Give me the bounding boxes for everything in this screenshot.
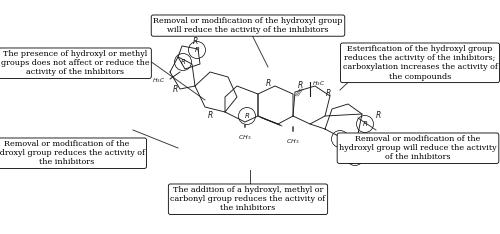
Text: R: R [352, 154, 358, 160]
Text: Removal or modification of the
hydroxyl group will reduce the activity
of the in: Removal or modification of the hydroxyl … [339, 135, 497, 161]
Text: $H_3C$: $H_3C$ [312, 79, 326, 88]
Text: R: R [362, 121, 368, 127]
Text: Esterification of the hydroxyl group
reduces the activity of the inhibitors;
car: Esterification of the hydroxyl group red… [342, 45, 498, 80]
Text: Removal or modification of the
hydroxyl group reduces the activity of
the inhibi: Removal or modification of the hydroxyl … [0, 140, 144, 166]
Text: Removal or modification of the hydroxyl group
will reduce the activity of the in: Removal or modification of the hydroxyl … [153, 17, 343, 34]
Text: $CH_3$: $CH_3$ [238, 133, 252, 142]
Text: $CH_3$: $CH_3$ [286, 137, 300, 146]
Text: R: R [172, 84, 178, 94]
Text: R: R [244, 113, 250, 119]
Text: R: R [208, 111, 212, 121]
Text: The addition of a hydroxyl, methyl or
carbonyl group reduces the activity of
the: The addition of a hydroxyl, methyl or ca… [170, 186, 326, 212]
Text: R: R [266, 80, 270, 88]
Text: R: R [180, 59, 186, 65]
Text: $H_3C$: $H_3C$ [152, 77, 165, 85]
Text: R: R [192, 37, 198, 47]
Text: R: R [338, 136, 342, 142]
Text: R: R [194, 47, 200, 53]
Text: R: R [376, 111, 380, 121]
Text: $CH_3$: $CH_3$ [350, 153, 364, 161]
Text: The presence of hydroxyl or methyl
groups does not affect or reduce the
activity: The presence of hydroxyl or methyl group… [0, 50, 150, 76]
Text: R: R [298, 81, 302, 91]
Text: R: R [326, 89, 330, 99]
